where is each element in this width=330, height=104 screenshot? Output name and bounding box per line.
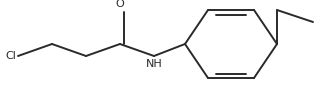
Text: O: O — [115, 0, 124, 9]
Text: Cl: Cl — [5, 51, 16, 61]
Text: NH: NH — [146, 59, 162, 69]
